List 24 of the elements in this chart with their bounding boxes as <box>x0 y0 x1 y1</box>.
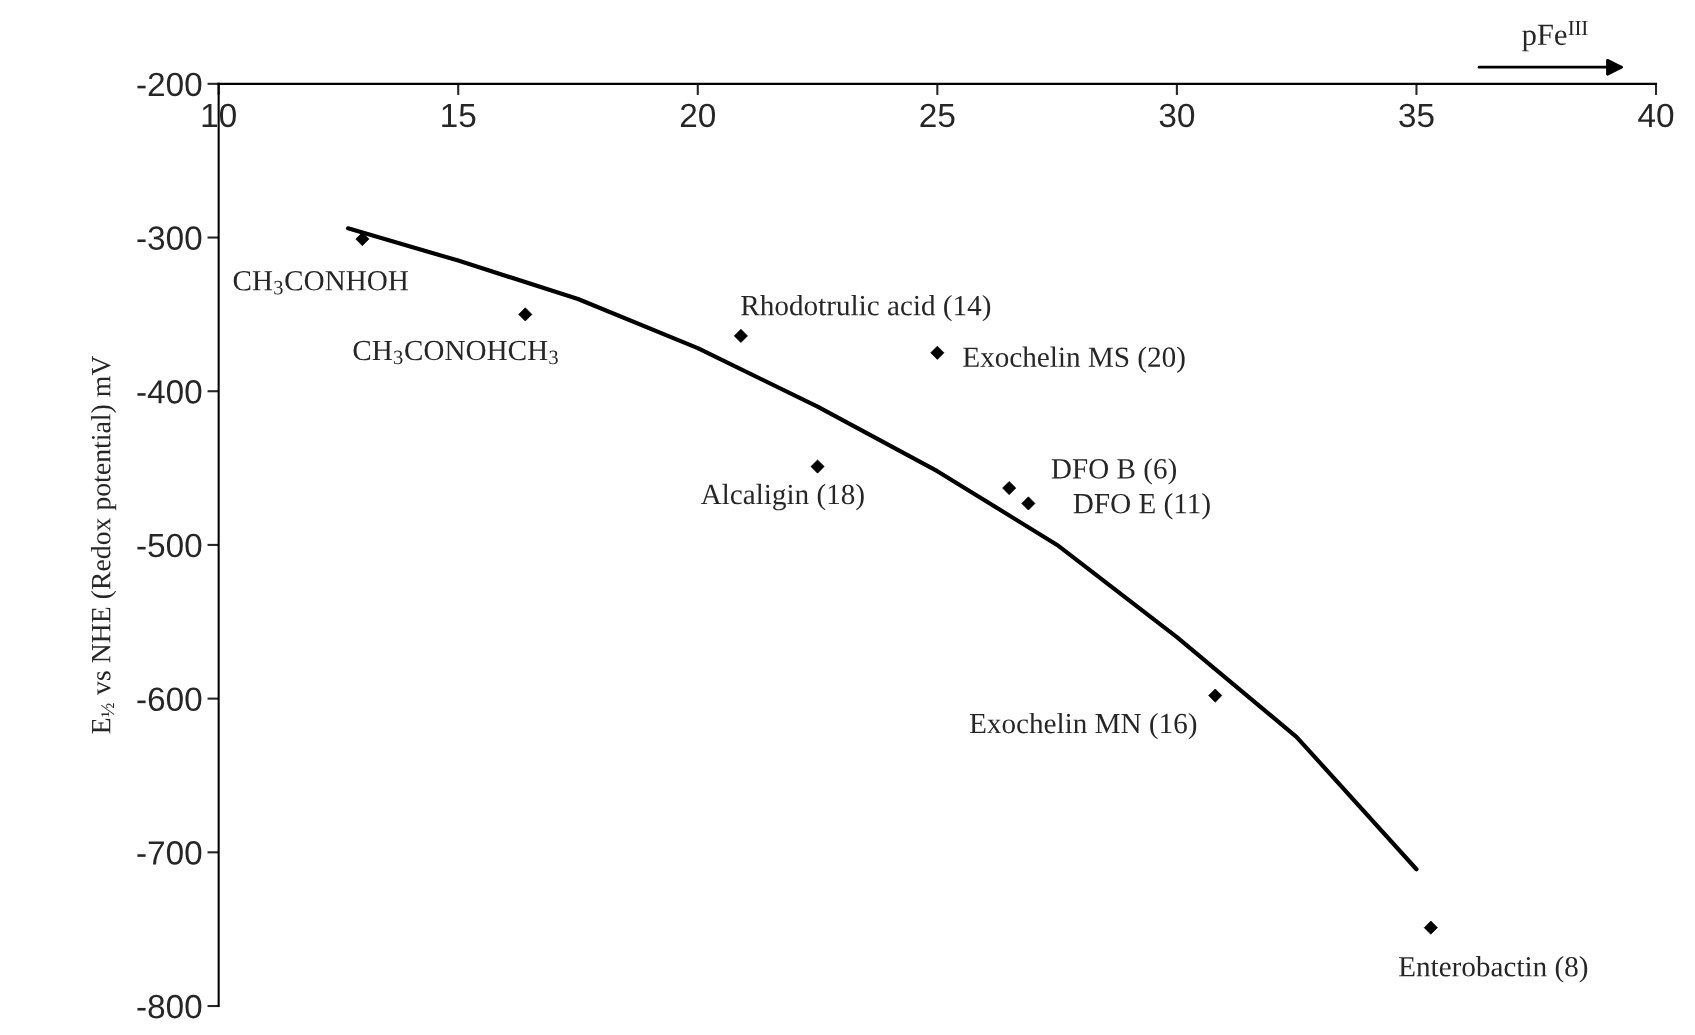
x-tick-label: 25 <box>920 103 955 128</box>
y-tick-label: -300 <box>137 226 202 250</box>
annotation: CH$_{3}$CONOHCH$_{3}$ <box>353 340 558 365</box>
y-tick-label: -400 <box>137 380 202 404</box>
y-tick-label: -500 <box>137 533 202 558</box>
x-tick-label: 15 <box>442 103 476 128</box>
annotation: DFO E (11) <box>1073 492 1210 520</box>
annotation: Enterobactin (8) <box>1399 956 1588 983</box>
x-tick-label: 20 <box>680 103 716 128</box>
annotation: CH$_{3}$CONHOH <box>233 270 409 295</box>
y-axis-title: E$_{½}$ vs NHE (Redox potential) mV <box>90 355 117 734</box>
annotation: Alcaligin (18) <box>700 483 864 511</box>
y-tick-label: -200 <box>137 72 202 97</box>
annotation: Rhodotrulic acid (14) <box>741 294 991 322</box>
x-tick-label: 40 <box>1638 103 1674 128</box>
x-tick-label: 30 <box>1159 103 1195 128</box>
x-tick-label: 35 <box>1399 103 1434 128</box>
annotation: DFO B (6) <box>1051 458 1176 485</box>
x-axis-title: pFe$^{III}$ <box>1522 21 1588 52</box>
y-tick-label: -700 <box>137 841 202 865</box>
y-tick-label: -600 <box>137 687 202 712</box>
annotation: Exochelin MS (20) <box>963 346 1185 373</box>
y-tick-label: -800 <box>137 994 202 1019</box>
annotation: Exochelin MN (16) <box>969 712 1197 740</box>
